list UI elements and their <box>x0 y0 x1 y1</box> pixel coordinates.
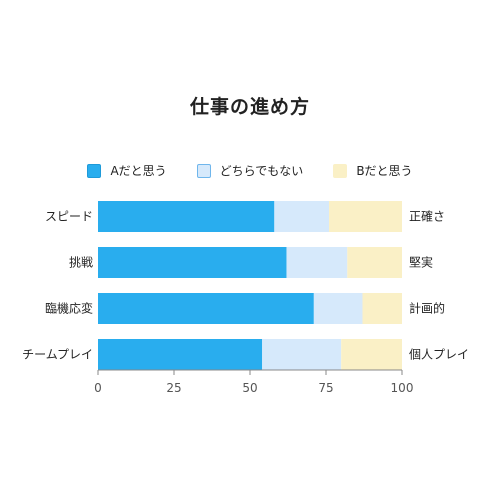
x-tick-label-0: 0 <box>94 381 102 395</box>
category-label-2: 臨機応変 <box>45 301 93 316</box>
category-label-1: 挑戦 <box>69 256 93 270</box>
legend-swatch-a <box>87 163 102 178</box>
right-label-3: 個人プレイ <box>409 348 469 362</box>
legend-swatch-neutral <box>196 163 211 178</box>
chart-title: 仕事の進め方 <box>189 96 310 118</box>
category-label-3: チームプレイ <box>22 348 93 362</box>
bar-0-series-1 <box>274 201 330 232</box>
bar-1-series-1 <box>286 247 348 278</box>
bar-0-series-0 <box>98 201 275 232</box>
bar-3-series-0 <box>98 339 263 370</box>
legend-item-neutral[interactable]: どちらでもない <box>196 162 304 179</box>
legend-label-b: Bだと思う <box>356 164 413 178</box>
bar-0-series-2 <box>329 201 402 232</box>
legend-label-neutral: どちらでもない <box>219 164 304 178</box>
legend-item-b[interactable]: Bだと思う <box>333 162 413 179</box>
bar-2-series-1 <box>313 293 363 324</box>
right-label-2: 計画的 <box>409 301 445 316</box>
legend: Aだと思う どちらでもない Bだと思う <box>0 162 500 179</box>
right-label-0: 正確さ <box>409 209 445 224</box>
bar-2-series-2 <box>362 293 402 324</box>
x-tick-label-2: 50 <box>242 381 257 395</box>
bar-1-series-0 <box>98 247 287 278</box>
bar-3-series-1 <box>262 339 342 370</box>
bar-2-series-0 <box>98 293 314 324</box>
legend-item-a[interactable]: Aだと思う <box>87 162 167 179</box>
bar-3-series-2 <box>341 339 402 370</box>
x-tick-label-3: 75 <box>318 381 333 395</box>
right-label-1: 堅実 <box>409 255 433 270</box>
x-tick-label-1: 25 <box>166 381 181 395</box>
legend-label-a: Aだと思う <box>110 164 167 178</box>
x-tick-label-4: 100 <box>391 381 414 395</box>
category-label-0: スピード <box>45 210 93 224</box>
legend-swatch-b <box>333 163 348 178</box>
bar-1-series-2 <box>347 247 402 278</box>
